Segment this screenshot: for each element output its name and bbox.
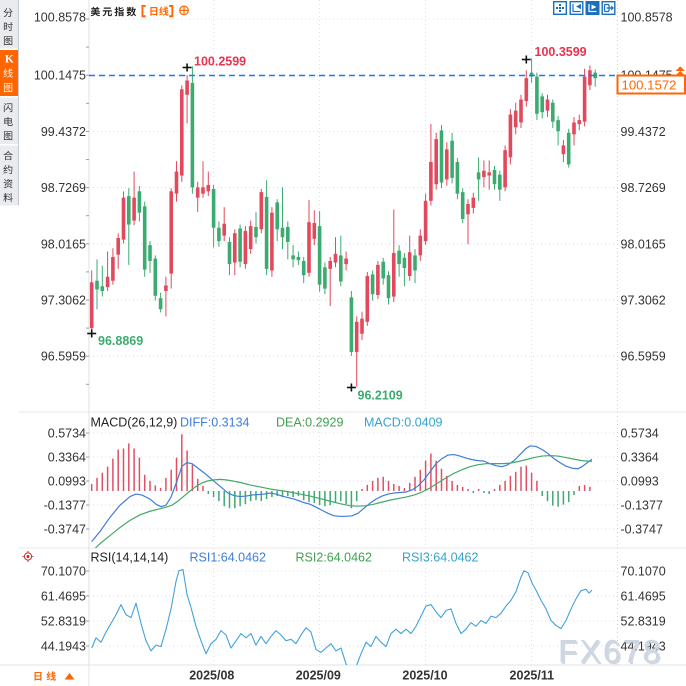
svg-text:DEA:0.2929: DEA:0.2929 [276,416,343,430]
svg-text:2025/09: 2025/09 [296,669,341,683]
svg-text:FX678: FX678 [558,634,662,670]
svg-text:52.8319: 52.8319 [621,615,666,629]
svg-text:MACD(26,12,9): MACD(26,12,9) [91,416,178,430]
svg-text:DIFF:0.3134: DIFF:0.3134 [180,416,250,430]
svg-text:0.3364: 0.3364 [621,451,659,465]
svg-text:98.7269: 98.7269 [41,181,86,195]
svg-text:96.5959: 96.5959 [41,350,86,364]
svg-text:FX678: FX678 [560,635,664,671]
svg-text:100.1475: 100.1475 [34,69,86,83]
svg-text:-0.3747: -0.3747 [44,523,86,537]
svg-text:97.3062: 97.3062 [621,294,666,308]
svg-text:-0.1377: -0.1377 [621,499,663,513]
svg-text:K: K [5,54,14,66]
svg-text:100.8578: 100.8578 [34,11,86,25]
svg-text:MACD:0.0409: MACD:0.0409 [364,416,443,430]
svg-text:0.5734: 0.5734 [621,427,659,441]
svg-text:97.3062: 97.3062 [41,294,86,308]
svg-text:-0.1377: -0.1377 [44,499,86,513]
svg-text:100.2599: 100.2599 [194,55,246,69]
svg-text:99.4372: 99.4372 [621,125,666,139]
svg-text:98.7269: 98.7269 [621,181,666,195]
svg-text:70.1070: 70.1070 [621,565,666,579]
svg-text:99.4372: 99.4372 [41,125,86,139]
svg-text:52.8319: 52.8319 [41,615,86,629]
svg-text:96.2109: 96.2109 [358,389,403,403]
svg-text:98.0165: 98.0165 [41,237,86,251]
svg-text:100.8578: 100.8578 [621,11,673,25]
svg-text:0.3364: 0.3364 [48,451,86,465]
svg-text:61.4695: 61.4695 [621,590,666,604]
svg-text:44.1943: 44.1943 [41,640,86,654]
svg-text:100.1572: 100.1572 [622,78,677,93]
svg-text:100.3599: 100.3599 [535,45,587,59]
svg-text:0.5734: 0.5734 [48,427,86,441]
svg-text:-0.3747: -0.3747 [621,523,663,537]
svg-text:44.1943: 44.1943 [621,640,666,654]
svg-text:61.4695: 61.4695 [41,590,86,604]
svg-text:RSI1:64.0462: RSI1:64.0462 [190,551,266,565]
svg-text:2025/11: 2025/11 [510,669,555,683]
svg-text:2025/08: 2025/08 [189,669,234,683]
svg-text:96.8869: 96.8869 [98,334,143,348]
svg-text:RSI2:64.0462: RSI2:64.0462 [296,551,372,565]
svg-text:0.0993: 0.0993 [621,475,659,489]
svg-text:98.0165: 98.0165 [621,237,666,251]
svg-text:70.1070: 70.1070 [41,565,86,579]
svg-text:96.5959: 96.5959 [621,350,666,364]
svg-text:RSI(14,14,14): RSI(14,14,14) [91,551,169,565]
svg-text:RSI3:64.0462: RSI3:64.0462 [402,551,478,565]
svg-text:0.0993: 0.0993 [48,475,86,489]
svg-text:2025/10: 2025/10 [402,669,447,683]
